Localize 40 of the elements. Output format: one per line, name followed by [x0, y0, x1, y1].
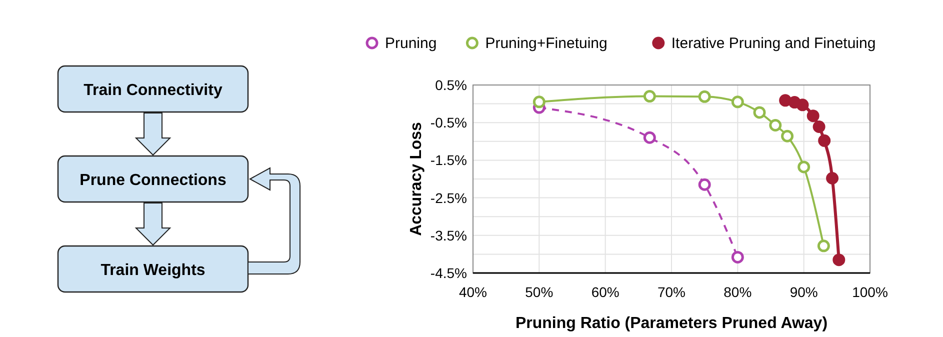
- point: [832, 254, 846, 266]
- legend-label: Pruning+Finetuing: [485, 35, 608, 52]
- point: [731, 96, 744, 108]
- legend-label: Iterative Pruning and Finetuing: [671, 35, 876, 52]
- point: [698, 90, 711, 103]
- y-tick-label: -1.5%: [430, 152, 467, 168]
- point: [818, 134, 831, 147]
- text: Train Weights: [100, 262, 206, 279]
- x-tick-label: 80%: [724, 284, 752, 300]
- y-axis-title: Accuracy Loss: [408, 122, 425, 236]
- y-tick-label: -3.5%: [430, 227, 467, 244]
- x-axis-title: Pruning Ratio (Parameters Pruned Away): [515, 315, 828, 332]
- point: [826, 172, 839, 184]
- x-tick-label: 40%: [458, 284, 488, 300]
- text: Prune Connections: [80, 172, 226, 189]
- point: [643, 131, 656, 144]
- point: [779, 94, 792, 107]
- point: [798, 160, 810, 174]
- point: [731, 250, 744, 264]
- x-tick-label: 50%: [525, 284, 554, 300]
- legend-label: Pruning: [385, 35, 437, 52]
- y-tick-label: -4.5%: [430, 265, 467, 281]
- y-tick-label: -0.5%: [430, 114, 467, 131]
- point: [532, 96, 546, 108]
- y-tick-label: 0.5%: [435, 77, 467, 93]
- x-tick-label: 90%: [790, 284, 818, 300]
- y-tick-label: -2.5%: [430, 190, 467, 206]
- text: Train Connectivity: [84, 82, 222, 99]
- x-tick-label: 60%: [591, 284, 620, 300]
- x-tick-label: 100%: [852, 284, 888, 300]
- point: [753, 106, 766, 119]
- point: [812, 120, 826, 133]
- point: [796, 98, 809, 112]
- point: [817, 240, 830, 252]
- x-tick-label: 70%: [657, 284, 686, 300]
- point: [806, 110, 820, 122]
- point: [698, 178, 711, 191]
- point: [643, 90, 656, 103]
- point: [769, 118, 782, 132]
- point: [781, 130, 794, 142]
